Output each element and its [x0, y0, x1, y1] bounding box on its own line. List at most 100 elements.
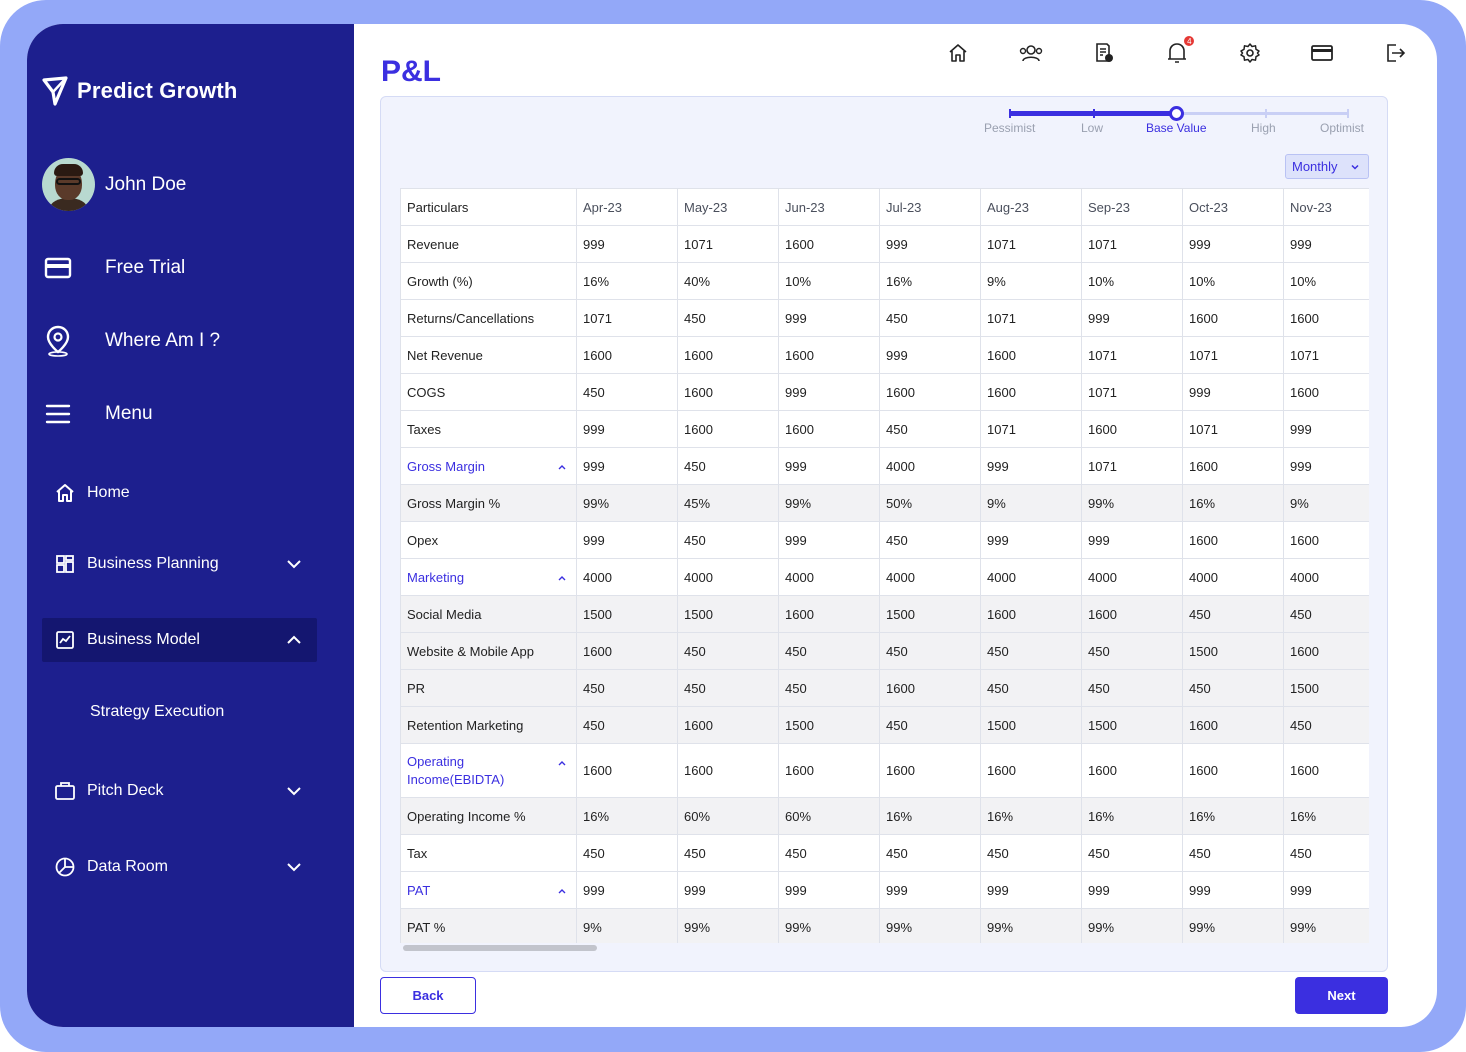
table-cell[interactable]: 999 — [1182, 871, 1284, 909]
table-cell[interactable]: 999 — [576, 521, 678, 559]
table-cell[interactable]: 1071 — [1081, 373, 1183, 411]
table-cell[interactable]: 450 — [1182, 834, 1284, 872]
chevron-down-icon[interactable] — [285, 782, 303, 800]
table-cell[interactable]: 450 — [677, 834, 779, 872]
table-cell[interactable]: 4000 — [1283, 558, 1369, 596]
table-cell[interactable]: 1500 — [778, 706, 880, 744]
table-cell[interactable]: 450 — [1081, 834, 1183, 872]
chevron-down-icon[interactable] — [285, 858, 303, 876]
chevron-up-icon[interactable] — [557, 887, 567, 895]
table-cell[interactable]: 450 — [879, 521, 981, 559]
table-cell[interactable]: 1600 — [576, 336, 678, 374]
table-cell[interactable]: 1600 — [1283, 299, 1369, 337]
scenario-label-high[interactable]: High — [1251, 121, 1276, 135]
gear-icon[interactable] — [1213, 38, 1286, 68]
table-cell[interactable]: 9% — [980, 484, 1082, 522]
table-cell[interactable]: 450 — [1081, 669, 1183, 707]
table-cell[interactable]: 1600 — [879, 743, 981, 798]
table-cell[interactable]: 16% — [576, 262, 678, 300]
table-cell[interactable]: 1500 — [1182, 632, 1284, 670]
table-cell[interactable]: 450 — [778, 669, 880, 707]
table-cell[interactable]: 999 — [879, 225, 981, 263]
table-cell[interactable]: 1071 — [1081, 336, 1183, 374]
scenario-label-optimist[interactable]: Optimist — [1320, 121, 1365, 135]
table-cell[interactable]: 16% — [1283, 797, 1369, 835]
table-cell[interactable]: 1600 — [1283, 521, 1369, 559]
table-cell[interactable]: 1600 — [1283, 743, 1369, 798]
table-cell[interactable]: 1600 — [879, 669, 981, 707]
table-cell[interactable]: 999 — [879, 871, 981, 909]
row-label[interactable]: Marketing — [400, 558, 577, 596]
table-cell[interactable]: 1071 — [1283, 336, 1369, 374]
card-icon[interactable] — [1286, 38, 1359, 68]
table-cell[interactable]: 999 — [1182, 225, 1284, 263]
table-cell[interactable]: 1600 — [1182, 447, 1284, 485]
scenario-label-pessimist[interactable]: Pessimist — [984, 121, 1036, 135]
table-cell[interactable]: 999 — [778, 373, 880, 411]
table-cell[interactable]: 4000 — [576, 558, 678, 596]
table-cell[interactable]: 1600 — [778, 410, 880, 448]
table-cell[interactable]: 450 — [1182, 595, 1284, 633]
table-cell[interactable]: 9% — [576, 908, 678, 943]
table-cell[interactable]: 4000 — [677, 558, 779, 596]
table-cell[interactable]: 999 — [778, 521, 880, 559]
sidebar-item-pitch-deck[interactable]: Pitch Deck — [42, 769, 317, 813]
table-cell[interactable]: 450 — [980, 669, 1082, 707]
table-cell[interactable]: 10% — [778, 262, 880, 300]
table-cell[interactable]: 450 — [879, 834, 981, 872]
table-cell[interactable]: 999 — [1081, 299, 1183, 337]
table-cell[interactable]: 999 — [576, 871, 678, 909]
table-cell[interactable]: 1071 — [1081, 225, 1183, 263]
table-cell[interactable]: 99% — [778, 908, 880, 943]
table-cell[interactable]: 999 — [1283, 447, 1369, 485]
users-icon[interactable] — [995, 38, 1068, 68]
table-cell[interactable]: 1071 — [980, 410, 1082, 448]
user-profile[interactable]: John Doe — [42, 158, 186, 211]
table-cell[interactable]: 1600 — [980, 743, 1082, 798]
table-cell[interactable]: 9% — [1283, 484, 1369, 522]
table-cell[interactable]: 4000 — [879, 558, 981, 596]
sidebar-subitem-strategy-execution[interactable]: Strategy Execution — [90, 703, 225, 720]
table-cell[interactable]: 99% — [677, 908, 779, 943]
table-cell[interactable]: 450 — [677, 669, 779, 707]
table-cell[interactable]: 450 — [677, 299, 779, 337]
table-cell[interactable]: 450 — [1283, 595, 1369, 633]
free-trial-link[interactable]: Free Trial — [43, 253, 333, 283]
table-cell[interactable]: 60% — [677, 797, 779, 835]
row-label[interactable]: Operating Income(EBIDTA) — [400, 743, 577, 798]
table-cell[interactable]: 16% — [879, 262, 981, 300]
table-cell[interactable]: 999 — [778, 447, 880, 485]
table-cell[interactable]: 10% — [1182, 262, 1284, 300]
period-dropdown[interactable]: Monthly — [1285, 154, 1369, 179]
sidebar-item-business-planning[interactable]: Business Planning — [42, 542, 317, 586]
table-cell[interactable]: 1600 — [677, 373, 779, 411]
table-cell[interactable]: 450 — [1081, 632, 1183, 670]
table-cell[interactable]: 1500 — [677, 595, 779, 633]
table-cell[interactable]: 16% — [1182, 484, 1284, 522]
table-cell[interactable]: 1500 — [576, 595, 678, 633]
table-cell[interactable]: 1600 — [980, 373, 1082, 411]
table-cell[interactable]: 450 — [677, 632, 779, 670]
table-cell[interactable]: 450 — [778, 632, 880, 670]
app-logo[interactable]: Predict Growth — [41, 76, 238, 106]
table-cell[interactable]: 99% — [1283, 908, 1369, 943]
table-cell[interactable]: 4000 — [879, 447, 981, 485]
table-cell[interactable]: 1600 — [879, 373, 981, 411]
table-cell[interactable]: 1600 — [677, 743, 779, 798]
table-cell[interactable]: 999 — [576, 225, 678, 263]
sidebar-item-home[interactable]: Home — [42, 471, 317, 515]
table-cell[interactable]: 999 — [778, 299, 880, 337]
table-cell[interactable]: 450 — [576, 669, 678, 707]
table-cell[interactable]: 1500 — [1081, 706, 1183, 744]
scenario-slider-handle[interactable] — [1169, 106, 1184, 121]
home-icon[interactable] — [922, 38, 995, 68]
back-button[interactable]: Back — [380, 977, 476, 1014]
table-cell[interactable]: 450 — [879, 632, 981, 670]
table-cell[interactable]: 1600 — [1081, 743, 1183, 798]
logout-icon[interactable] — [1359, 38, 1432, 68]
table-cell[interactable]: 450 — [576, 834, 678, 872]
row-label[interactable]: PAT — [400, 871, 577, 909]
scenario-label-base-value[interactable]: Base Value — [1146, 121, 1207, 135]
table-cell[interactable]: 1600 — [1081, 410, 1183, 448]
table-cell[interactable]: 450 — [576, 706, 678, 744]
